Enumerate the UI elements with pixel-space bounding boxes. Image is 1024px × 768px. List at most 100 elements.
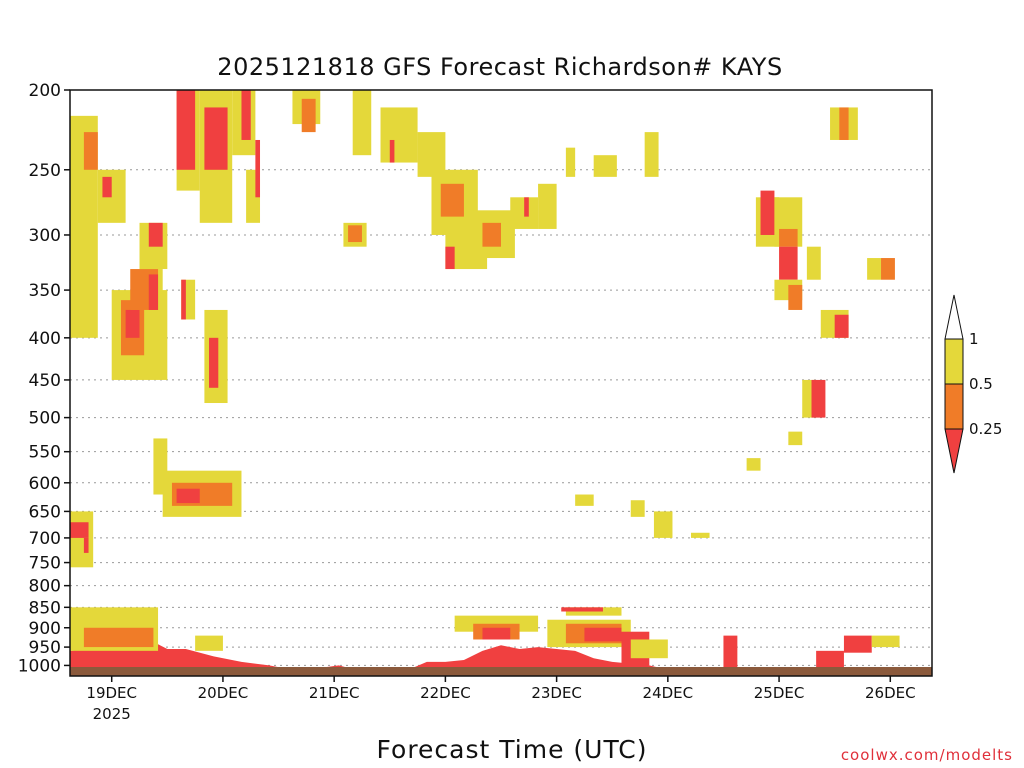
ri-cell-82 [630, 639, 668, 659]
ri-cell-85 [871, 635, 900, 648]
colorbar-label-1: 1 [969, 330, 979, 348]
y-tick-label-650: 650 [29, 502, 61, 522]
x-axis: 19DEC 2025 20DEC 21DEC 22DEC 23DEC 24DEC 25DEC 2… [86, 676, 916, 723]
ri-cell-66 [811, 379, 826, 418]
ri-cell-55 [779, 246, 798, 280]
plot-frame [69, 89, 933, 677]
ri-cell-70 [746, 458, 761, 471]
ri-cell-1 [83, 132, 98, 170]
ri-cell-64 [881, 258, 895, 280]
ri-cell-11 [148, 222, 163, 247]
colorbar-level-0.5-1 [944, 338, 964, 385]
ri-cell-69 [788, 431, 803, 446]
ri-cell-75 [482, 627, 511, 640]
ri-cell-52 [760, 190, 775, 235]
ri-cell-38 [417, 132, 446, 177]
colorbar-level-lt0.25 [944, 428, 964, 474]
ri-cell-42 [445, 246, 455, 270]
ri-cell-86 [723, 635, 738, 669]
ri-cell-21 [181, 279, 186, 320]
ri-cell-23 [209, 337, 219, 388]
x-tick-label-21DEC: 21DEC [309, 684, 360, 702]
ri-cell-47 [538, 183, 557, 229]
colorbar: 1 0.5 0.25 [944, 294, 1002, 474]
ri-cell-34 [348, 225, 362, 243]
colorbar-label-0.25: 0.25 [969, 420, 1002, 438]
ri-cell-88 [83, 627, 154, 648]
ri-cell-44 [482, 222, 501, 247]
y-tick-label-300: 300 [29, 226, 61, 246]
ri-cell-27 [176, 488, 200, 504]
ri-cell-83 [816, 650, 844, 669]
ri-cell-57 [788, 284, 803, 310]
ground-surface [70, 667, 932, 676]
y-tick-label-500: 500 [29, 409, 61, 429]
y-tick-label-400: 400 [29, 329, 61, 349]
ri-cell-80 [584, 627, 622, 642]
y-tick-label-1000: 1000 [18, 656, 61, 676]
x-tick-label-22DEC: 22DEC [420, 684, 471, 702]
x-tick-label-26DEC: 26DEC [865, 684, 916, 702]
richardson-cells [70, 90, 932, 676]
ri-cell-63 [867, 258, 882, 280]
ri-cell-32 [301, 98, 316, 133]
y-tick-label-850: 850 [29, 598, 61, 618]
ri-cell-48 [565, 147, 576, 177]
ri-cell-62 [834, 314, 849, 338]
ri-cell-13 [176, 90, 196, 170]
ri-cell-46 [524, 197, 529, 217]
ri-cell-50 [644, 132, 659, 177]
ri-cell-84 [843, 635, 872, 653]
colorbar-level-0.25-0.5 [944, 383, 964, 430]
y-tick-label-550: 550 [29, 443, 61, 463]
ri-cell-17 [241, 90, 251, 140]
x-tick-label-23DEC: 23DEC [531, 684, 582, 702]
x-tick-label-25DEC: 25DEC [754, 684, 805, 702]
y-tick-label-200: 200 [29, 81, 61, 101]
ri-cell-49 [593, 155, 617, 177]
ri-cell-28 [70, 511, 94, 568]
x-tick-label-20DEC: 20DEC [198, 684, 249, 702]
ri-cell-30 [83, 537, 89, 553]
ri-cell-68 [691, 532, 710, 538]
ri-cell-3 [102, 176, 112, 198]
ri-cell-36 [380, 107, 418, 163]
credit-text: coolwx.com/modelts [841, 746, 1013, 764]
y-tick-label-600: 600 [29, 474, 61, 494]
y-tick-label-350: 350 [29, 281, 61, 301]
ri-cell-60 [839, 107, 849, 140]
ri-cell-89 [195, 635, 223, 651]
y-tick-label-450: 450 [29, 371, 61, 391]
ri-cell-15 [204, 107, 228, 170]
y-axis: 200 250 300 350 400 450 500 550 600 650 700 750 8008… [18, 81, 70, 676]
ri-cell-19 [255, 139, 261, 198]
ri-cell-29 [70, 522, 89, 538]
x-axis-label: Forecast Time (UTC) [377, 735, 648, 764]
ri-cell-77 [561, 607, 603, 612]
boundary-layer-low-ri [70, 639, 932, 676]
ri-cell-6 [125, 309, 140, 338]
colorbar-level-gt1 [944, 294, 964, 340]
colorbar-label-0.5: 0.5 [969, 375, 993, 393]
ri-cell-40 [440, 183, 464, 217]
y-tick-label-900: 900 [29, 619, 61, 639]
x-tick-label-19DEC: 19DEC [86, 684, 137, 702]
y-tick-label-950: 950 [29, 638, 61, 658]
y-tick-label-700: 700 [29, 529, 61, 549]
x-tick-sublabel: 2025 [93, 705, 131, 723]
chart-title: 2025121818 GFS Forecast Richardson# KAYS [217, 53, 782, 81]
y-tick-label-250: 250 [29, 161, 61, 181]
ri-cell-54 [779, 228, 798, 247]
x-tick-label-24DEC: 24DEC [643, 684, 694, 702]
ri-cell-67 [653, 511, 673, 538]
y-tick-label-800: 800 [29, 577, 61, 597]
ri-cell-9 [148, 274, 159, 310]
ground-band [70, 667, 932, 676]
ri-cell-71 [630, 500, 645, 517]
ri-cell-37 [389, 139, 395, 163]
ri-cell-35 [352, 90, 372, 156]
y-tick-label-750: 750 [29, 554, 61, 574]
ri-cell-72 [575, 494, 594, 506]
ri-cell-58 [806, 246, 821, 280]
